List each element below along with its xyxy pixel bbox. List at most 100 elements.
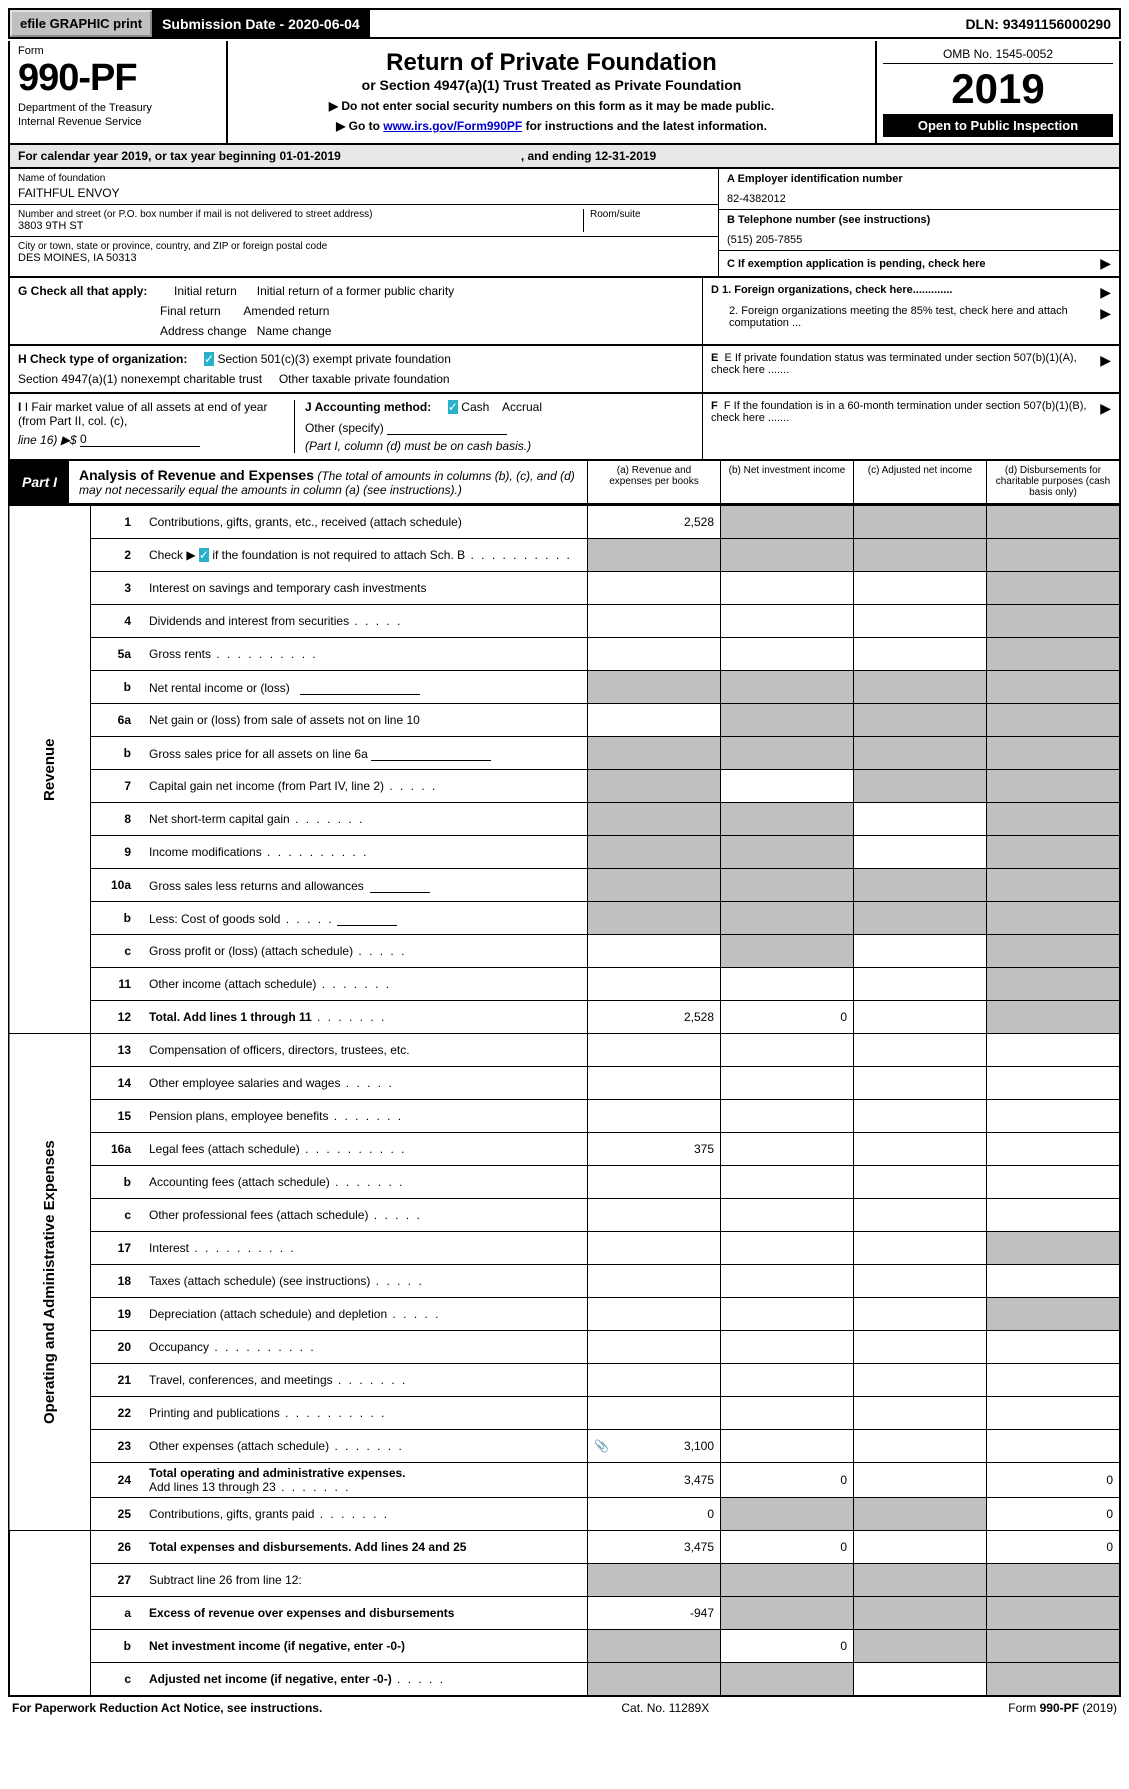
cell-a [588, 968, 721, 1001]
line-num: 24 [91, 1463, 144, 1498]
instruction-1: ▶ Do not enter social security numbers o… [236, 99, 867, 113]
line-desc: Total. Add lines 1 through 11 [143, 1001, 588, 1034]
cell-d [987, 836, 1121, 869]
attachment-icon[interactable]: 📎 [594, 1439, 609, 1453]
row-5a: 5a Gross rents [9, 638, 1120, 671]
cell-d [987, 902, 1121, 935]
open-to-public: Open to Public Inspection [883, 114, 1113, 137]
inline-field[interactable] [371, 746, 491, 761]
cell-a [588, 1166, 721, 1199]
final-return-label: Final return [160, 304, 221, 318]
line-desc: Adjusted net income (if negative, enter … [143, 1663, 588, 1697]
cell-d [987, 737, 1121, 770]
cell-d [987, 770, 1121, 803]
cell-c [854, 902, 987, 935]
cell-c [854, 506, 987, 539]
line-desc: Gross sales price for all assets on line… [143, 737, 588, 770]
line-desc: Occupancy [143, 1331, 588, 1364]
cell-d [987, 1133, 1121, 1166]
cell-d [987, 638, 1121, 671]
cell-d [987, 1663, 1121, 1697]
line-desc: Travel, conferences, and meetings [143, 1364, 588, 1397]
footer-mid: Cat. No. 11289X [621, 1701, 709, 1715]
line-desc: Interest on savings and temporary cash i… [143, 572, 588, 605]
irs-link[interactable]: www.irs.gov/Form990PF [383, 119, 522, 133]
row-5b: b Net rental income or (loss) [9, 671, 1120, 704]
other-method-field[interactable] [387, 420, 507, 435]
row-25: 25 Contributions, gifts, grants paid 00 [9, 1498, 1120, 1531]
foundation-name: FAITHFUL ENVOY [18, 186, 710, 200]
line-desc: Capital gain net income (from Part IV, l… [143, 770, 588, 803]
line-num: 15 [91, 1100, 144, 1133]
form-number-cell: Form 990-PF Department of the Treasury I… [10, 41, 228, 143]
cell-b [721, 671, 854, 704]
cell-b [721, 1166, 854, 1199]
cell-c [854, 572, 987, 605]
cell-b [721, 1034, 854, 1067]
cell-a [588, 1067, 721, 1100]
part-1-title-cell: Analysis of Revenue and Expenses (The to… [69, 461, 587, 503]
row-8: 8 Net short-term capital gain [9, 803, 1120, 836]
cell-a: 375 [588, 1133, 721, 1166]
line-desc: Other expenses (attach schedule) [143, 1430, 588, 1463]
foundation-name-cell: Name of foundation FAITHFUL ENVOY [10, 169, 718, 205]
cell-c [854, 1531, 987, 1564]
row-9: 9 Income modifications [9, 836, 1120, 869]
efile-print-button[interactable]: efile GRAPHIC print [10, 10, 152, 37]
cell-a [588, 1100, 721, 1133]
line-num: 20 [91, 1331, 144, 1364]
cell-d: 0 [987, 1531, 1121, 1564]
cell-a: 0 [588, 1498, 721, 1531]
line-desc: Contributions, gifts, grants paid [143, 1498, 588, 1531]
inline-field[interactable] [337, 911, 397, 926]
cell-c [854, 737, 987, 770]
line-num: 10a [91, 869, 144, 902]
line-num: b [91, 902, 144, 935]
501c3-checkbox[interactable]: ✓ [204, 352, 214, 366]
cell-a [588, 1232, 721, 1265]
cell-a: 2,528 [588, 506, 721, 539]
cell-d [987, 1331, 1121, 1364]
col-d-header: (d) Disbursements for charitable purpose… [986, 461, 1119, 503]
section-f-label: F If the foundation is in a 60-month ter… [711, 400, 1086, 424]
line-desc: Other employee salaries and wages [143, 1067, 588, 1100]
section-c-label: C If exemption application is pending, c… [727, 258, 1100, 270]
cell-d [987, 1100, 1121, 1133]
cell-b [721, 1564, 854, 1597]
section-i-label: I Fair market value of all assets at end… [18, 400, 267, 428]
name-change-label: Name change [257, 324, 332, 338]
line-desc: Pension plans, employee benefits [143, 1100, 588, 1133]
cell-c [854, 539, 987, 572]
cell-a: 3,475 [588, 1531, 721, 1564]
inline-field[interactable] [370, 878, 430, 893]
line-num: 16a [91, 1133, 144, 1166]
line-num: 17 [91, 1232, 144, 1265]
dln-number: DLN: 93491156000290 [957, 10, 1119, 37]
cell-c [854, 1067, 987, 1100]
row-1: Revenue 1 Contributions, gifts, grants, … [9, 506, 1120, 539]
cash-checkbox[interactable]: ✓ [448, 400, 458, 414]
row-27b: b Net investment income (if negative, en… [9, 1630, 1120, 1663]
row-17: 17 Interest [9, 1232, 1120, 1265]
cell-b [721, 1133, 854, 1166]
cell-a [588, 671, 721, 704]
inline-field[interactable] [300, 680, 420, 695]
cell-a [588, 869, 721, 902]
cell-a [588, 1397, 721, 1430]
line-num: 12 [91, 1001, 144, 1034]
col-b-header: (b) Net investment income [720, 461, 853, 503]
line-num: 7 [91, 770, 144, 803]
line-desc: Less: Cost of goods sold [143, 902, 588, 935]
address-cell: Number and street (or P.O. box number if… [10, 205, 718, 237]
501c3-label: Section 501(c)(3) exempt private foundat… [217, 352, 450, 366]
row-12: 12 Total. Add lines 1 through 11 2,5280 [9, 1001, 1120, 1034]
row-27c: c Adjusted net income (if negative, ente… [9, 1663, 1120, 1697]
cell-b [721, 1067, 854, 1100]
cell-c [854, 1630, 987, 1663]
line-num: 19 [91, 1298, 144, 1331]
sch-b-checkbox[interactable]: ✓ [199, 548, 209, 562]
cell-d [987, 605, 1121, 638]
line-num: c [91, 1199, 144, 1232]
blank-side [9, 1531, 91, 1697]
line-num: 11 [91, 968, 144, 1001]
